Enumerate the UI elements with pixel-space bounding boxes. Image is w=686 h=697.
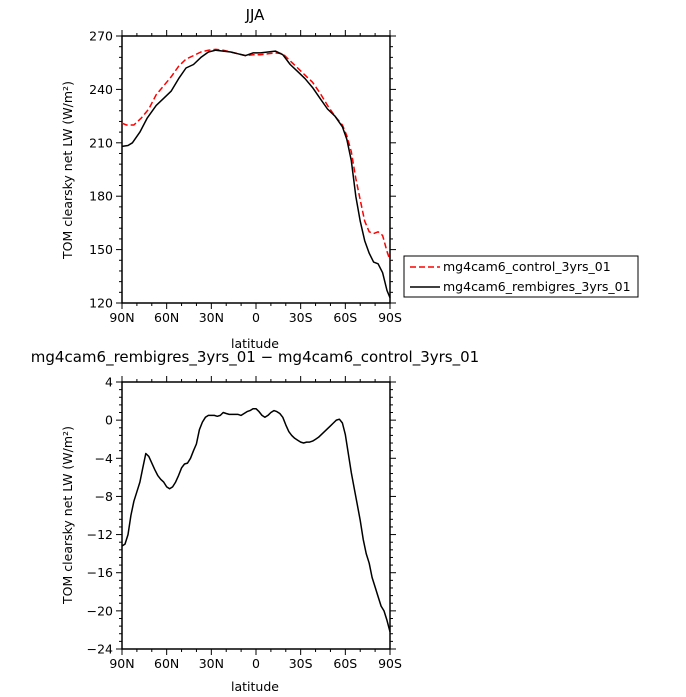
- bottom-plot-frame: [121, 381, 391, 650]
- top-xtick-label: 90S: [378, 310, 402, 325]
- bottom-xtick-label: 90N: [109, 656, 134, 671]
- bottom-ytick-label: −16: [87, 565, 113, 580]
- legend-box: [403, 255, 639, 298]
- top-xtick-label: 30S: [289, 310, 313, 325]
- bottom-ytick-label: 0: [105, 413, 113, 428]
- top-chart-series: [121, 48, 391, 298]
- legend: mg4cam6_control_3yrs_01 mg4cam6_rembigre…: [403, 255, 639, 298]
- bottom-xtick-label: 30S: [289, 656, 313, 671]
- bottom-chart-title: mg4cam6_rembigres_3yrs_01 − mg4cam6_cont…: [31, 348, 479, 367]
- top-chart-axes: [121, 35, 391, 304]
- bottom-xtick-label: 60S: [333, 656, 357, 671]
- top-chart-ylabel: TOM clearsky net LW (W/m²): [60, 81, 75, 260]
- bottom-chart-ylabel: TOM clearsky net LW (W/m²): [60, 426, 75, 605]
- bottom-ytick-label: 4: [105, 375, 113, 390]
- top-xtick-label: 30N: [199, 310, 224, 325]
- top-chart-ticks: 90N 60N 30N 0 30S 60S 90S 120 150 180 210 240 270: [89, 29, 402, 326]
- top-xtick-label: 0: [252, 310, 260, 325]
- top-ytick-label: 270: [89, 29, 113, 44]
- bottom-ytick-label: −20: [87, 603, 113, 618]
- legend-label-rembigres: mg4cam6_rembigres_3yrs_01: [443, 279, 631, 294]
- bottom-ytick-label: −4: [95, 451, 113, 466]
- top-ytick-label: 210: [89, 135, 113, 150]
- top-series-line-1: [121, 49, 391, 298]
- top-xtick-label: 60S: [333, 310, 357, 325]
- bottom-chart-series: [121, 407, 391, 632]
- top-chart: JJA 90N 60N 30N 0 30S 60S 90S 120 150 180 210 240 27…: [60, 6, 639, 351]
- bottom-chart: mg4cam6_rembigres_3yrs_01 − mg4cam6_cont…: [31, 348, 479, 694]
- bottom-ytick-label: −8: [95, 489, 113, 504]
- top-xtick-label: 90N: [109, 310, 134, 325]
- top-ytick-label: 180: [89, 189, 113, 204]
- bottom-chart-axes: [121, 381, 391, 650]
- top-chart-title: JJA: [245, 6, 266, 24]
- top-series-line-0: [121, 48, 391, 261]
- top-ytick-label: 120: [89, 296, 113, 311]
- bottom-ytick-label: −12: [87, 527, 113, 542]
- top-xtick-label: 60N: [154, 310, 179, 325]
- top-ytick-label: 240: [89, 82, 113, 97]
- top-plot-frame: [121, 35, 391, 304]
- top-chart-xlabel: latitude: [231, 336, 279, 351]
- bottom-chart-ticks: 90N 60N 30N 0 30S 60S 90S −24 −20 −16 −12 −8 −4 0 4: [87, 375, 402, 672]
- bottom-series-line-0: [121, 407, 391, 632]
- bottom-xtick-label: 60N: [154, 656, 179, 671]
- bottom-ytick-label: −24: [87, 642, 113, 657]
- legend-label-control: mg4cam6_control_3yrs_01: [443, 259, 611, 274]
- bottom-xtick-label: 90S: [378, 656, 402, 671]
- bottom-xtick-label: 30N: [199, 656, 224, 671]
- top-ytick-label: 150: [89, 242, 113, 257]
- bottom-xtick-label: 0: [252, 656, 260, 671]
- bottom-chart-xlabel: latitude: [231, 679, 279, 694]
